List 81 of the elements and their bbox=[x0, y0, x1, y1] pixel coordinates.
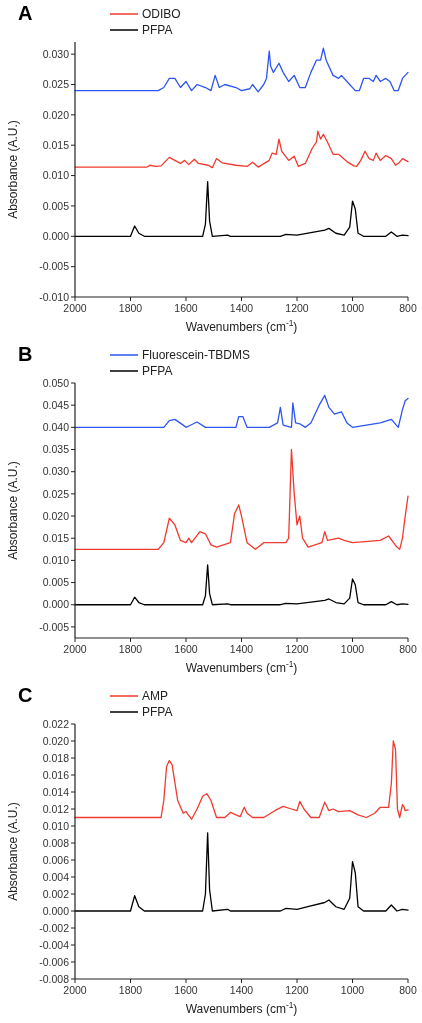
y-tick-label: -0.010 bbox=[39, 290, 70, 303]
legend-label: PFPA bbox=[142, 23, 173, 38]
line-series bbox=[74, 448, 409, 550]
y-tick-label: 0.004 bbox=[42, 870, 70, 883]
y-tick-label: -0.004 bbox=[39, 938, 70, 951]
y-tick-label: -0.006 bbox=[39, 955, 70, 968]
y-tick-label: 0.020 bbox=[42, 734, 70, 747]
x-axis-title: Wavenumbers (cm$^{-1}$) bbox=[185, 318, 298, 334]
y-tick-label: 0.014 bbox=[42, 785, 70, 798]
y-tick-label: 0.015 bbox=[42, 531, 70, 544]
x-tick-label: 1200 bbox=[285, 643, 309, 655]
y-tick-label: -0.005 bbox=[39, 620, 70, 633]
y-tick-label: 0.035 bbox=[42, 443, 70, 456]
y-tick-label: 0.002 bbox=[42, 887, 70, 900]
y-tick-label: 0.020 bbox=[42, 108, 70, 121]
y-tick-label: 0.050 bbox=[42, 376, 70, 389]
chart-title: B bbox=[18, 343, 33, 365]
y-tick-label: 0.025 bbox=[42, 78, 70, 91]
line-series bbox=[74, 832, 409, 912]
line-series bbox=[74, 394, 409, 428]
chart-title: C bbox=[18, 684, 33, 706]
y-tick-label: 0.016 bbox=[42, 768, 70, 781]
x-tick-label: 2000 bbox=[63, 643, 87, 655]
legend-label: Fluorescein-TBDMS bbox=[142, 348, 251, 363]
x-axis-title: Wavenumbers (cm$^{-1}$) bbox=[185, 659, 298, 675]
y-tick-label: 0.000 bbox=[42, 598, 70, 611]
x-tick-label: 1400 bbox=[229, 984, 254, 996]
legend-label: PFPA bbox=[142, 705, 173, 720]
y-tick-label: -0.008 bbox=[39, 972, 70, 985]
y-tick-label: 0.018 bbox=[42, 751, 70, 764]
y-tick-label: 0.030 bbox=[42, 47, 70, 60]
x-tick-label: 1800 bbox=[118, 643, 143, 655]
y-axis-title: Absorbance (A.U.) bbox=[6, 120, 20, 219]
x-tick-label: 1600 bbox=[174, 643, 198, 655]
x-tick-label: 800 bbox=[399, 984, 417, 996]
x-axis-title: Wavenumbers (cm$^{-1}$) bbox=[185, 1000, 298, 1016]
y-tick-label: 0.022 bbox=[42, 717, 70, 730]
x-tick-label: 1400 bbox=[229, 643, 254, 655]
chart-title: A bbox=[18, 2, 33, 24]
y-tick-label: 0.008 bbox=[42, 836, 70, 849]
y-tick-label: 0.010 bbox=[42, 819, 70, 832]
line-series bbox=[74, 740, 409, 820]
y-tick-label: 0.030 bbox=[42, 465, 70, 478]
y-tick-label: 0.025 bbox=[42, 487, 70, 500]
y-tick-label: -0.005 bbox=[39, 260, 70, 273]
x-tick-label: 1000 bbox=[340, 643, 365, 655]
x-tick-label: 800 bbox=[399, 643, 417, 655]
x-tick-label: 2000 bbox=[63, 302, 87, 314]
y-tick-label: 0.006 bbox=[42, 853, 70, 866]
x-tick-label: 1000 bbox=[340, 984, 365, 996]
legend-label: ODIBO bbox=[142, 7, 181, 22]
y-tick-label: 0.005 bbox=[42, 576, 70, 589]
x-tick-label: 1400 bbox=[229, 302, 254, 314]
y-tick-label: 0.000 bbox=[42, 229, 70, 242]
y-tick-label: 0.012 bbox=[42, 802, 70, 815]
y-axis-title: Absorbance (A.U.) bbox=[6, 461, 20, 560]
legend-label: PFPA bbox=[142, 364, 173, 379]
y-tick-label: 0.045 bbox=[42, 398, 70, 411]
y-tick-label: 0.020 bbox=[42, 509, 70, 522]
y-axis-title: Absorbance (A.U.) bbox=[6, 802, 20, 901]
x-tick-label: 1600 bbox=[174, 984, 198, 996]
y-tick-label: 0.005 bbox=[42, 199, 70, 212]
x-tick-label: 1200 bbox=[285, 984, 309, 996]
y-tick-label: 0.000 bbox=[42, 904, 70, 917]
x-tick-label: 2000 bbox=[63, 984, 87, 996]
line-series bbox=[74, 130, 409, 169]
legend-label: AMP bbox=[142, 689, 169, 704]
y-tick-label: 0.010 bbox=[42, 169, 70, 182]
y-tick-label: -0.002 bbox=[39, 921, 70, 934]
x-tick-label: 800 bbox=[399, 302, 417, 314]
x-tick-label: 1800 bbox=[118, 984, 143, 996]
x-tick-label: 1600 bbox=[174, 302, 198, 314]
y-tick-label: 0.010 bbox=[42, 554, 70, 567]
y-tick-label: 0.040 bbox=[42, 421, 70, 434]
line-series bbox=[74, 180, 409, 237]
line-series bbox=[74, 47, 409, 93]
x-tick-label: 1200 bbox=[285, 302, 309, 314]
x-tick-label: 1800 bbox=[118, 302, 143, 314]
line-series bbox=[74, 564, 409, 606]
y-tick-label: 0.015 bbox=[42, 138, 70, 151]
x-tick-label: 1000 bbox=[340, 302, 365, 314]
